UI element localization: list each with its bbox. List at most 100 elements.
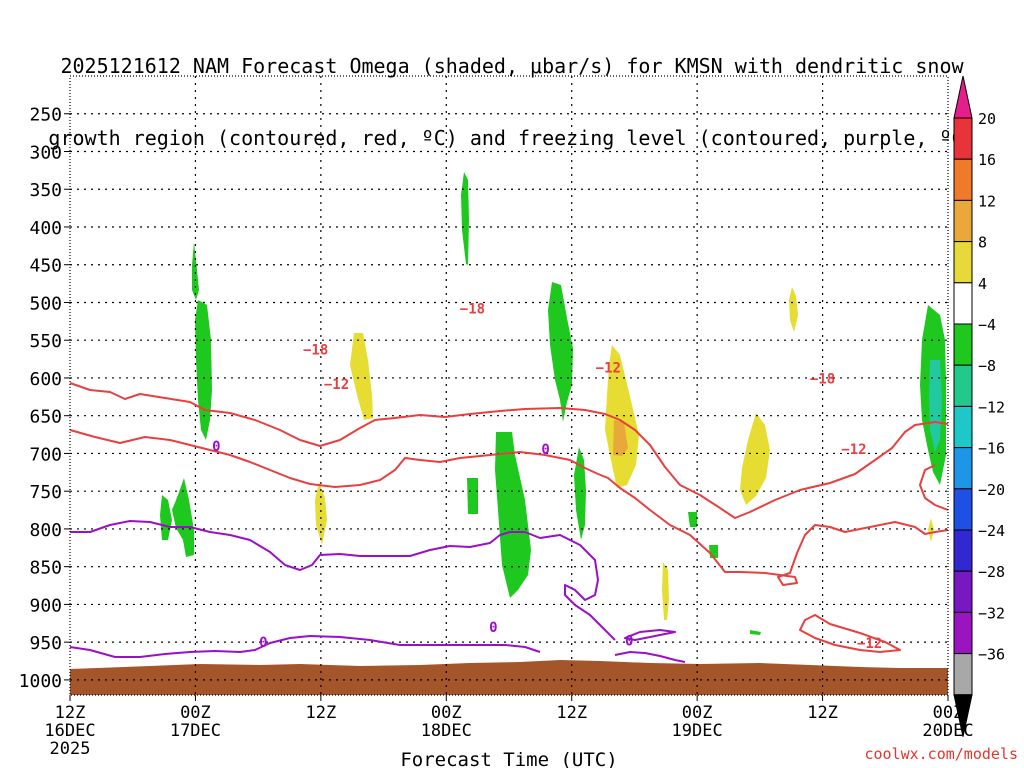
colorbar-swatch-4 bbox=[953, 282, 973, 325]
x-tick-label-mid-0: 16DEC bbox=[44, 721, 95, 741]
colorbar-swatch-12 bbox=[953, 611, 973, 655]
colorbar: 20 16 12 8 4 −4 −8 −12 −16 −20 −24 −28 −32 −36 bbox=[953, 75, 1005, 737]
y-tick-label-450: 450 bbox=[29, 256, 62, 277]
y-tick-label-750: 750 bbox=[29, 482, 62, 503]
title-line-1: 2025121612 NAM Forecast Omega (shaded, μ… bbox=[60, 54, 964, 78]
plot-frame bbox=[69, 75, 949, 696]
ground-surface bbox=[70, 660, 948, 695]
omega-shade-0 bbox=[192, 242, 199, 300]
contour-label-5: −12 bbox=[841, 442, 866, 458]
chart-title: 2025121612 NAM Forecast Omega (shaded, μ… bbox=[0, 6, 1024, 174]
colorbar-swatch-8 bbox=[953, 447, 973, 490]
title-line-2: growth region (contoured, red, ºC) and f… bbox=[48, 126, 976, 150]
y-tick-label-600: 600 bbox=[29, 369, 62, 390]
colorbar-swatch-3 bbox=[953, 241, 973, 284]
contour-label-1: −18 bbox=[303, 342, 328, 358]
colorbar-label-0: 20 bbox=[978, 110, 996, 128]
contour-label-3: −12 bbox=[596, 360, 621, 376]
contour-line-0 bbox=[69, 382, 949, 519]
colorbar-label-13: −36 bbox=[978, 646, 1005, 664]
colorbar-label-5: −4 bbox=[978, 316, 996, 334]
contours bbox=[69, 382, 949, 663]
site-credit: coolwx.com/models bbox=[864, 745, 1018, 763]
contour-line-6 bbox=[69, 635, 541, 658]
y-tick-label-350: 350 bbox=[29, 180, 62, 201]
y-tick-label-400: 400 bbox=[29, 218, 62, 239]
colorbar-label-8: −16 bbox=[978, 440, 1005, 458]
colorbar-label-9: −20 bbox=[978, 481, 1005, 499]
contour-line-1 bbox=[69, 429, 949, 586]
x-tick-label-top-7: 00Z bbox=[933, 703, 964, 723]
y-tick-label-850: 850 bbox=[29, 558, 62, 579]
contour-label-0: −18 bbox=[460, 302, 485, 318]
y-tick-label-1000: 1000 bbox=[19, 671, 62, 692]
colorbar-swatch-13 bbox=[953, 653, 973, 696]
x-tick-label-mid-5: 19DEC bbox=[672, 721, 723, 741]
contour-line-5 bbox=[624, 629, 676, 641]
contour-label-6: −12 bbox=[857, 636, 882, 652]
y-tick-label-500: 500 bbox=[29, 293, 62, 314]
contour-label-11: 0 bbox=[625, 634, 633, 650]
colorbar-label-11: −28 bbox=[978, 563, 1005, 581]
y-axis: 250 300 350 400 450 500 550 600 650 700 750 800 850 9… bbox=[19, 105, 70, 692]
omega-shade-3 bbox=[172, 478, 194, 557]
colorbar-swatch-1 bbox=[953, 158, 973, 201]
colorbar-label-10: −24 bbox=[978, 522, 1005, 540]
omega-shade-9 bbox=[548, 282, 573, 422]
x-tick-label-top-2: 12Z bbox=[305, 703, 336, 723]
y-tick-label-800: 800 bbox=[29, 520, 62, 541]
grid bbox=[70, 76, 948, 695]
x-tick-label-top-3: 00Z bbox=[431, 703, 462, 723]
omega-shade-16 bbox=[750, 630, 761, 635]
y-tick-label-250: 250 bbox=[29, 105, 62, 126]
y-tick-label-700: 700 bbox=[29, 444, 62, 465]
x-tick-label-top-4: 12Z bbox=[556, 703, 587, 723]
colorbar-label-2: 12 bbox=[978, 192, 996, 210]
y-tick-label-550: 550 bbox=[29, 331, 62, 352]
y-tick-label-650: 650 bbox=[29, 407, 62, 428]
colorbar-swatch-11 bbox=[953, 570, 973, 613]
contour-line-2 bbox=[919, 464, 949, 511]
colorbar-top-arrow bbox=[953, 75, 973, 119]
contour-label-7: 0 bbox=[212, 439, 220, 455]
colorbar-label-12: −32 bbox=[978, 604, 1005, 622]
x-tick-label-top-0: 12Z bbox=[55, 703, 86, 723]
contour-labels: −18 −18 −12 −12 −18 −12 −12 0 0 0 0 0 bbox=[212, 302, 882, 652]
colorbar-swatch-10 bbox=[953, 529, 973, 572]
omega-shade-18 bbox=[789, 287, 798, 332]
omega-shade-1 bbox=[195, 300, 212, 440]
contour-label-8: 0 bbox=[541, 442, 549, 458]
x-tick-label-bot-0: 2025 bbox=[50, 739, 91, 759]
colorbar-bottom-arrow bbox=[953, 694, 973, 737]
omega-shade-10 bbox=[574, 447, 586, 540]
omega-shading bbox=[70, 172, 948, 695]
colorbar-swatch-6 bbox=[953, 364, 973, 407]
x-tick-label-mid-1: 17DEC bbox=[170, 721, 221, 741]
colorbar-swatch-0 bbox=[953, 117, 973, 160]
omega-shade-7 bbox=[467, 478, 478, 514]
colorbar-label-1: 16 bbox=[978, 151, 996, 169]
y-tick-label-900: 900 bbox=[29, 595, 62, 616]
omega-shade-12 bbox=[613, 420, 628, 456]
omega-shade-6 bbox=[461, 172, 469, 265]
contour-label-4: −18 bbox=[810, 372, 835, 388]
colorbar-label-7: −12 bbox=[978, 398, 1005, 416]
omega-shade-14 bbox=[688, 512, 697, 527]
x-tick-label-top-5: 00Z bbox=[682, 703, 713, 723]
omega-shade-4 bbox=[350, 333, 373, 420]
contour-line-4 bbox=[70, 520, 616, 641]
contour-line-3 bbox=[799, 614, 901, 653]
contour-label-2: −12 bbox=[324, 377, 349, 393]
colorbar-swatch-5 bbox=[953, 323, 973, 366]
colorbar-label-4: 4 bbox=[978, 275, 987, 293]
x-tick-label-top-1: 00Z bbox=[180, 703, 211, 723]
colorbar-swatch-7 bbox=[953, 405, 973, 449]
contour-label-9: 0 bbox=[259, 635, 267, 651]
y-tick-label-300: 300 bbox=[29, 142, 62, 163]
omega-shade-8 bbox=[495, 432, 531, 598]
omega-shade-20 bbox=[929, 360, 942, 452]
omega-shade-17 bbox=[740, 413, 770, 505]
contour-label-10: 0 bbox=[489, 620, 497, 636]
